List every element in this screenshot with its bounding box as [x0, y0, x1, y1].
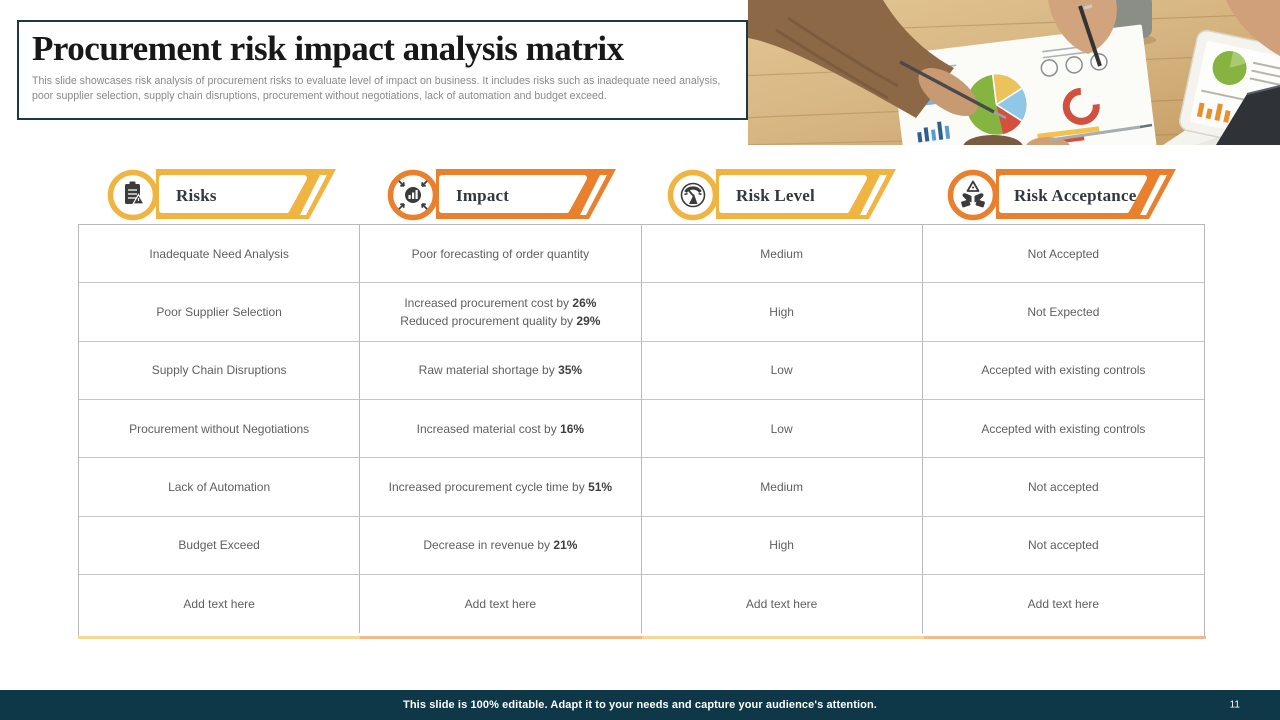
risk-level-cell: High [641, 516, 923, 576]
impact-cell: Decrease in revenue by 21% [360, 516, 642, 576]
desk-photo [748, 0, 1280, 145]
column-header-risks: Risks [104, 167, 344, 223]
risk-cell: Inadequate Need Analysis [79, 225, 361, 284]
column-header-label: Impact [456, 186, 509, 205]
page-title: Procurement risk impact analysis matrix [32, 29, 624, 68]
impact-cell: Increased procurement cost by 26% Reduced… [360, 283, 642, 342]
impact-cell: Increased material cost by 16% [360, 400, 642, 459]
column-header-label: Risks [176, 186, 217, 205]
risk-acceptance-cell: Accepted with existing controls [922, 342, 1204, 401]
risk-level-cell: Low [641, 341, 923, 401]
impact-cell[interactable]: Add text here [360, 575, 642, 634]
column-header-risk-level: Risk Level [664, 167, 904, 223]
clipboard-risk-icon [125, 181, 146, 205]
column-header-label: Risk Acceptance [1014, 186, 1137, 205]
risk-acceptance-cell[interactable]: Add text here [1027, 597, 1100, 612]
title-box: Procurement risk impact analysis matrix … [17, 20, 748, 120]
impact-cell: Increased procurement cycle time by 51% [360, 458, 642, 517]
risk-level-cell[interactable]: Add text here [642, 575, 923, 634]
page-number: 11 [1229, 699, 1240, 711]
risk-level-cell: High [641, 283, 923, 342]
gauge-icon [680, 182, 706, 208]
risk-acceptance-cell: Not Accepted [922, 225, 1204, 284]
risk-acceptance-cell: Not accepted [922, 458, 1204, 517]
column-header-impact: Impact [384, 167, 624, 223]
risk-cell: Procurement without Negotiations [79, 400, 361, 459]
risk-matrix-table: Inadequate Need Analysis Poor forecasting… [77, 224, 1206, 639]
slide-description: This slide showcases risk analysis of pr… [32, 75, 721, 103]
risk-acceptance-cell: Not Expected [922, 283, 1204, 342]
risk-level-cell: Low [641, 400, 923, 459]
risk-acceptance-cell: Not accepted [922, 517, 1204, 576]
impact-cell: Raw material shortage by 35% [360, 341, 642, 401]
footer-note: This slide is 100% editable. Adapt it to… [403, 699, 877, 711]
slide-footer: This slide is 100% editable. Adapt it to… [0, 690, 1280, 720]
risk-cell: Supply Chain Disruptions [79, 341, 361, 401]
risk-cell: Budget Exceed [79, 516, 361, 576]
desk-photo-illustration [748, 0, 1280, 145]
column-header-risk-acceptance: Risk Acceptance [944, 167, 1184, 223]
column-header-label: Risk Level [736, 186, 815, 205]
risk-table-body: Inadequate Need Analysis Poor forecasting… [79, 225, 1204, 634]
risk-cell: Poor Supplier Selection [79, 283, 361, 342]
table-accent-underline [77, 636, 1206, 639]
risk-acceptance-cell: Accepted with existing controls [922, 400, 1204, 459]
risk-cell: Lack of Automation [79, 458, 361, 517]
risk-cell[interactable]: Add text here [79, 575, 361, 634]
risk-level-cell: Medium [641, 225, 923, 284]
impact-arrows-icon [398, 180, 428, 210]
hands-acceptance-icon [961, 180, 985, 208]
risk-level-cell: Medium [641, 458, 923, 517]
impact-cell: Poor forecasting of order quantity [360, 225, 642, 284]
